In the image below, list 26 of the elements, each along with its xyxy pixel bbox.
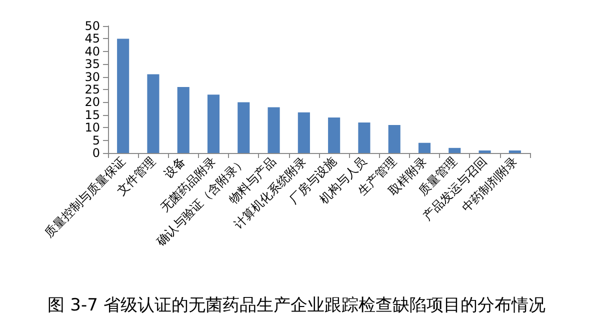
y-tick-label: 10: [84, 120, 100, 135]
y-tick-label: 35: [84, 57, 100, 72]
y-tick-label: 50: [84, 19, 100, 33]
bar: [448, 148, 461, 153]
bar: [177, 86, 190, 153]
y-tick-label: 40: [84, 44, 100, 58]
bar: [418, 142, 431, 153]
bar: [147, 74, 160, 153]
y-tick-label: 15: [84, 108, 100, 122]
bar: [207, 94, 220, 153]
bar: [298, 112, 310, 153]
y-tick-label: 0: [92, 146, 100, 160]
bar: [328, 117, 340, 153]
y-tick-label: 20: [84, 95, 100, 110]
text: 图 3-7 省级认证的无菌药品生产企业跟踪检查缺陷项目的分布情况: [48, 296, 546, 316]
bar: [478, 150, 491, 153]
bar: [358, 122, 370, 153]
bar: [508, 150, 521, 153]
bar: [117, 38, 130, 153]
y-tick-label: 30: [84, 70, 100, 84]
y-tick-label: 45: [84, 32, 100, 46]
bar: [238, 102, 250, 153]
y-tick-label: 5: [92, 133, 100, 148]
y-tick-label: 25: [84, 82, 100, 96]
bar: [388, 125, 400, 153]
bar: [268, 107, 280, 153]
